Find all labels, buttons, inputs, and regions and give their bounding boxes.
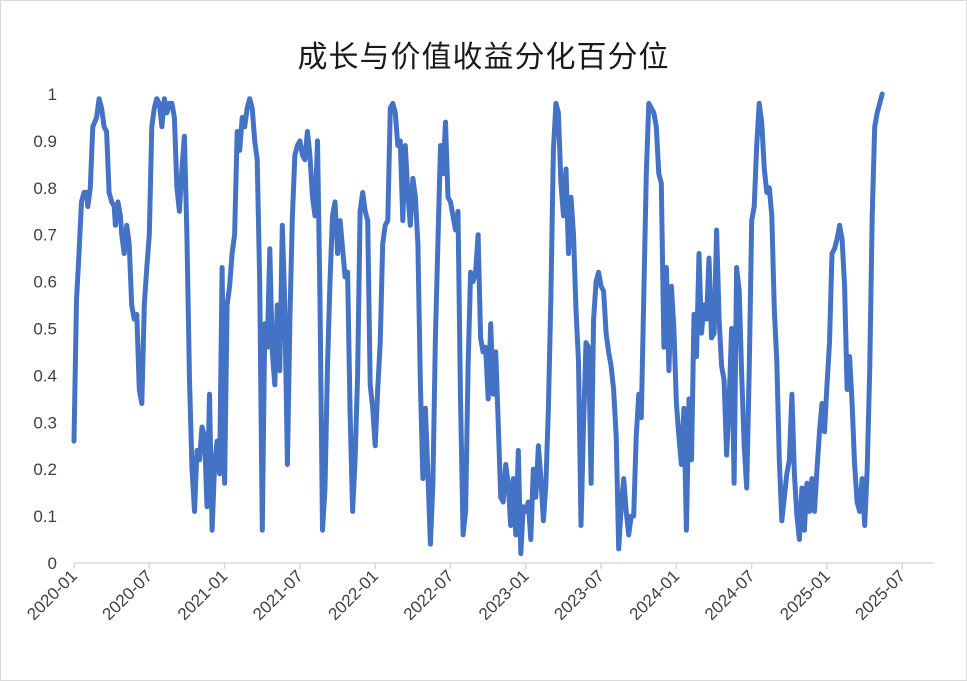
y-tick-label: 0.6 [33,273,57,292]
chart-title: 成长与价值收益分化百分位 [297,40,670,75]
x-tick-label: 2020-01 [23,566,81,624]
x-tick-label: 2025-07 [852,566,910,624]
y-tick-label: 0.3 [33,413,57,432]
x-tick-label: 2024-07 [701,566,759,624]
y-axis: 0 0.1 0.2 0.3 0.4 0.5 0.6 0.7 0.8 0.9 1 [33,85,57,573]
y-tick-label: 0.8 [33,179,57,198]
x-tick-label: 2021-07 [249,566,307,624]
x-tick-label: 2024-01 [626,566,684,624]
x-tick-label: 2023-01 [475,566,533,624]
x-axis: 2020-01 2020-07 2021-01 2021-07 2022-01 2022-… [23,563,909,624]
x-tick-label: 2021-01 [174,566,232,624]
x-tick-label: 2022-01 [324,566,382,624]
series-line [71,91,885,557]
y-tick-label: 0.5 [33,320,57,339]
x-tick-label: 2023-07 [550,566,608,624]
x-tick-label: 2025-01 [776,566,834,624]
y-tick-label: 0.4 [33,366,57,385]
y-tick-label: 0.9 [33,132,57,151]
y-tick-label: 0.2 [33,460,57,479]
y-tick-label: 0 [48,554,57,573]
x-tick-label: 2020-07 [99,566,157,624]
y-tick-label: 0.7 [33,226,57,245]
x-tick-label: 2022-07 [400,566,458,624]
y-tick-label: 0.1 [33,507,57,526]
y-tick-label: 1 [48,85,57,104]
